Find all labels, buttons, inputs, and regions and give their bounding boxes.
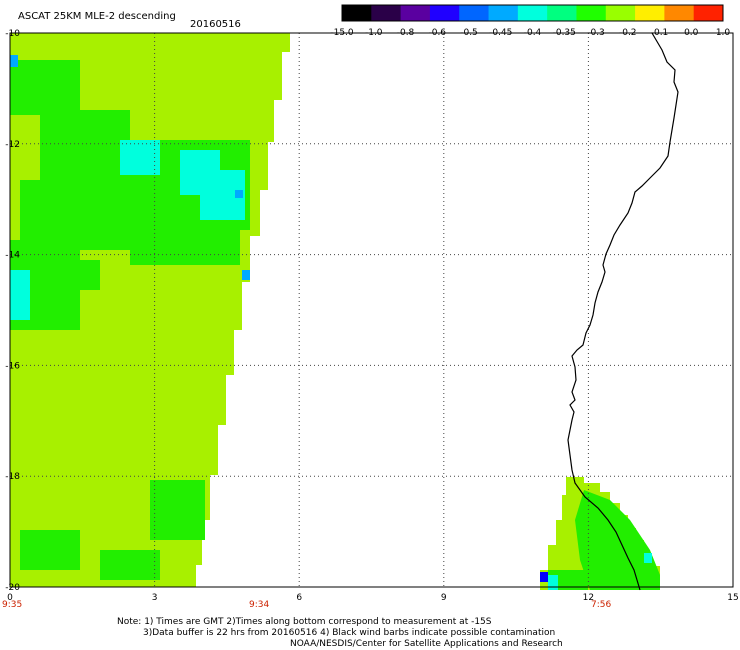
colorbar-segment [488, 5, 519, 21]
colorbar-segment [371, 5, 402, 21]
swath-left-green [10, 60, 250, 580]
swath-right-cyan [548, 553, 652, 590]
y-tick-label: -12 [5, 140, 20, 150]
x-tick-label: 3 [152, 593, 158, 603]
y-tick-label: -10 [5, 29, 20, 39]
colorbar-segment [547, 5, 577, 21]
y-axis-ticks: -10 -12 -14 -16 -18 -20 [5, 29, 20, 593]
y-tick-label: -16 [5, 361, 20, 371]
swath-right-blue [540, 572, 548, 582]
time-label-left-swath: 9:34 [249, 600, 269, 610]
colorbar-segment [576, 5, 607, 21]
wind-swath-layer [10, 33, 660, 590]
coastline [567, 32, 679, 591]
y-tick-label: -20 [5, 583, 20, 593]
colorbar-segment [517, 5, 548, 21]
x-tick-label: 9 [441, 593, 447, 603]
colorbar-segment [635, 5, 665, 21]
time-label-right-swath: 7:56 [591, 600, 611, 610]
map-date: 20160516 [190, 19, 241, 30]
plot-frame [9, 32, 734, 588]
colorbar [341, 4, 724, 22]
map-title: ASCAT 25KM MLE-2 descending [18, 11, 176, 22]
note-line-1: Note: 1) Times are GMT 2)Times along bot… [117, 617, 492, 627]
y-tick-label: -14 [5, 251, 20, 261]
x-tick-label: 15 [727, 593, 738, 603]
x-tick-label: 12 [583, 593, 594, 603]
x-tick-label: 0 [7, 593, 13, 603]
y-tick-label: -18 [5, 472, 20, 482]
swath-left-cyan [10, 140, 245, 320]
note-line-3: NOAA/NESDIS/Center for Satellite Applica… [290, 639, 563, 649]
grid-lines [10, 33, 733, 587]
colorbar-segment [693, 5, 724, 21]
note-line-2: 3)Data buffer is 22 hrs from 20160516 4)… [143, 628, 555, 638]
colorbar-segment [459, 5, 490, 21]
time-label-start: 9:35 [2, 600, 22, 610]
colorbar-segment [605, 5, 636, 21]
colorbar-segment [429, 5, 460, 21]
swath-left-blue [10, 55, 250, 280]
x-tick-label: 6 [296, 593, 302, 603]
x-axis-ticks: 0 3 6 9 12 15 [7, 593, 739, 603]
colorbar-segment [342, 5, 372, 21]
colorbar-segment [664, 5, 695, 21]
colorbar-segment [400, 5, 431, 21]
colorbar-frame [341, 4, 724, 22]
